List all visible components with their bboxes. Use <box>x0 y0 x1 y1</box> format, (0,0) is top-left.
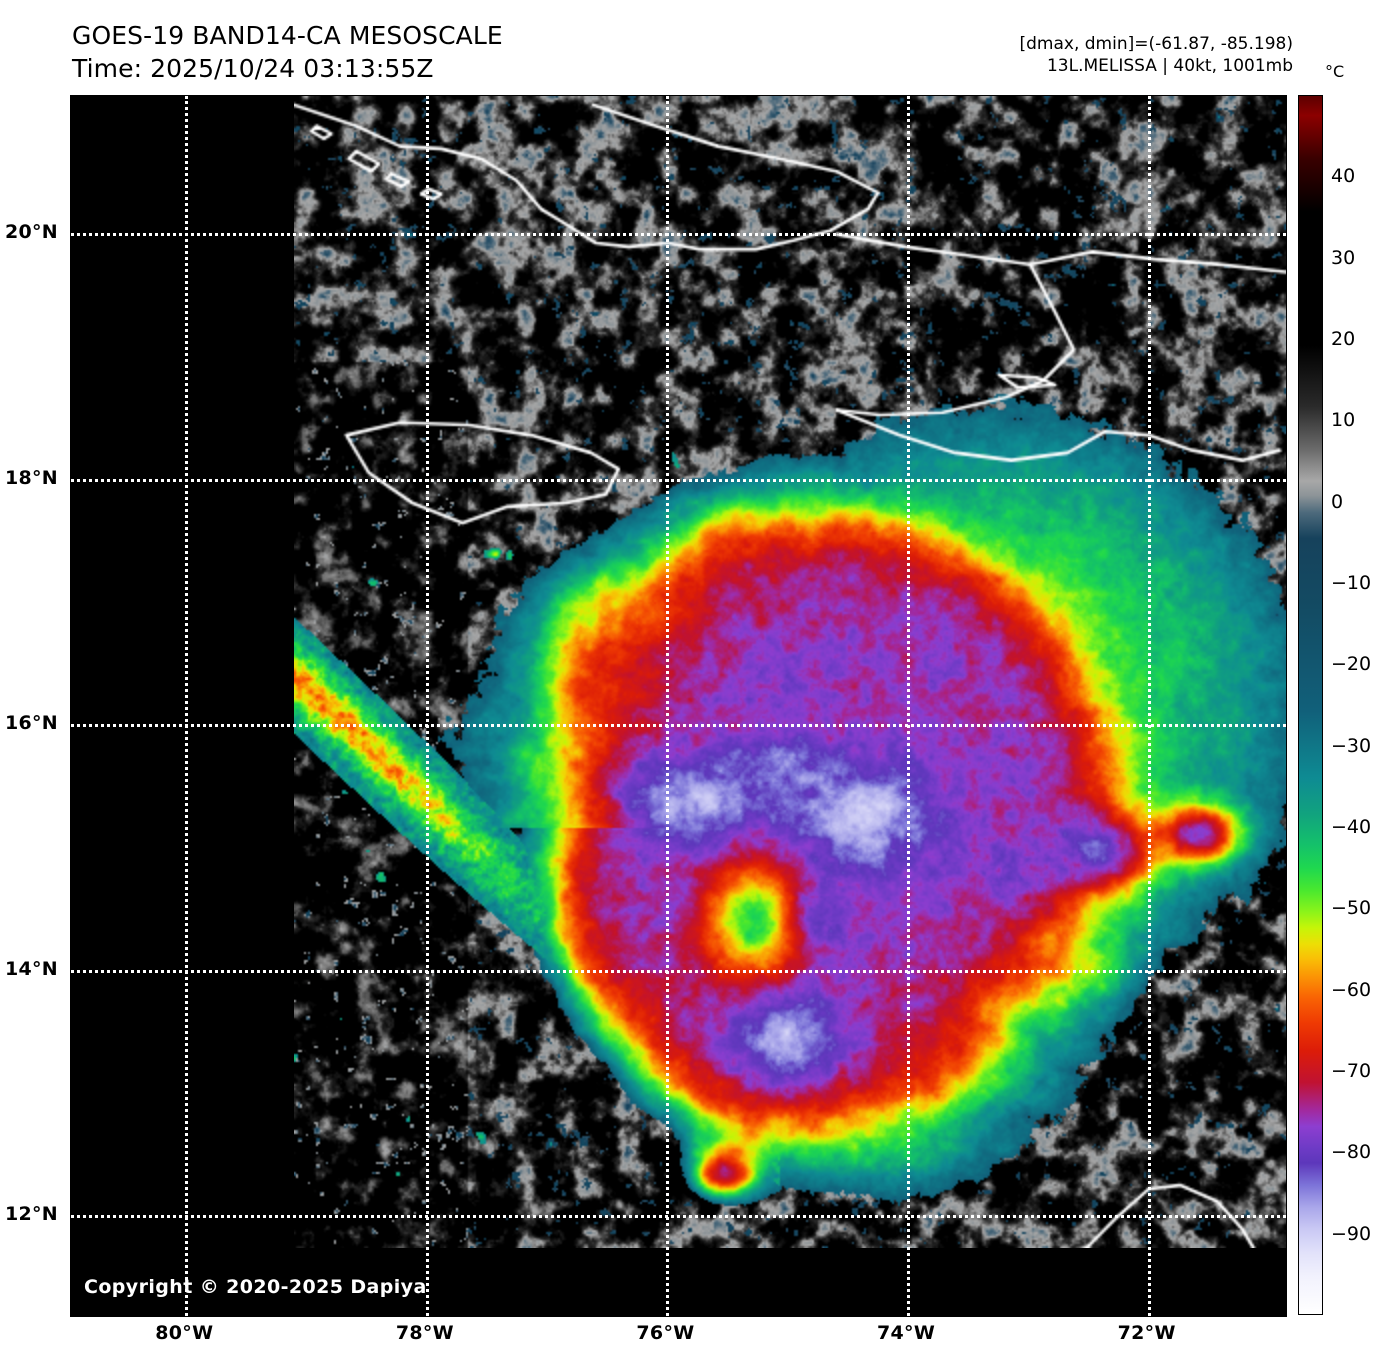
gridline-lon-72w <box>1147 96 1151 1316</box>
y-tick-20n: 20°N <box>4 221 58 244</box>
data-range-label: [dmax, dmin]=(-61.87, -85.198) <box>1019 34 1294 54</box>
temperature-colorbar[interactable] <box>1298 95 1323 1315</box>
x-tick-72w: 72°W <box>1117 1322 1176 1344</box>
x-tick-74w: 74°W <box>877 1322 936 1344</box>
colorbar-tick--20: −20 <box>1331 653 1372 676</box>
colorbar-tick--70: −70 <box>1331 1060 1372 1082</box>
colorbar-tick--90: −90 <box>1331 1222 1372 1245</box>
colorbar-tick--40: −40 <box>1331 816 1372 838</box>
metadata-block: [dmax, dmin]=(-61.87, -85.198) 13L.MELIS… <box>1020 33 1294 78</box>
satellite-raster <box>294 96 1286 1248</box>
gridline-lat-20n <box>71 233 1286 237</box>
gridline-lon-78w <box>425 96 429 1316</box>
colorbar-tick-40: 40 <box>1331 165 1356 188</box>
gridline-lon-80w <box>185 96 189 1316</box>
y-tick-16n: 16°N <box>4 712 58 735</box>
x-tick-76w: 76°W <box>636 1322 695 1344</box>
gridline-lon-76w <box>666 96 670 1316</box>
timestamp: Time: 2025/10/24 03:13:55Z <box>72 53 434 83</box>
colorbar-tick-30: 30 <box>1331 246 1356 269</box>
colorbar-tick--10: −10 <box>1331 572 1372 594</box>
colorbar-tick-20: 20 <box>1331 328 1356 350</box>
page-title: GOES-19 BAND14-CA MESOSCALE <box>72 21 503 50</box>
y-tick-14n: 14°N <box>4 957 58 980</box>
satellite-image-plot[interactable]: Copyright © 2020-2025 Dapiya <box>70 95 1287 1317</box>
colorbar-tick-0: 0 <box>1331 490 1344 513</box>
gridline-lat-12n <box>71 1215 1286 1219</box>
y-tick-12n: 12°N <box>4 1203 58 1226</box>
x-tick-80w: 80°W <box>155 1322 214 1344</box>
title-block: GOES-19 BAND14-CA MESOSCALE Time: 2025/1… <box>72 20 503 85</box>
copyright-label: Copyright © 2020-2025 Dapiya <box>84 1276 427 1298</box>
storm-info-label: 13L.MELISSA | 40kt, 1001mb <box>1046 56 1293 77</box>
gridline-lat-18n <box>71 478 1286 482</box>
x-tick-78w: 78°W <box>395 1322 454 1344</box>
colorbar-unit-label: °C <box>1325 62 1345 81</box>
colorbar-tick-10: 10 <box>1331 409 1356 432</box>
colorbar-tick--80: −80 <box>1331 1141 1372 1164</box>
gridline-lon-74w <box>907 96 911 1316</box>
colorbar-tick--30: −30 <box>1331 734 1372 757</box>
colorbar-tick--50: −50 <box>1331 897 1372 920</box>
y-tick-18n: 18°N <box>4 466 58 489</box>
gridline-lat-14n <box>71 969 1286 973</box>
gridline-lat-16n <box>71 724 1286 728</box>
colorbar-tick--60: −60 <box>1331 978 1372 1001</box>
